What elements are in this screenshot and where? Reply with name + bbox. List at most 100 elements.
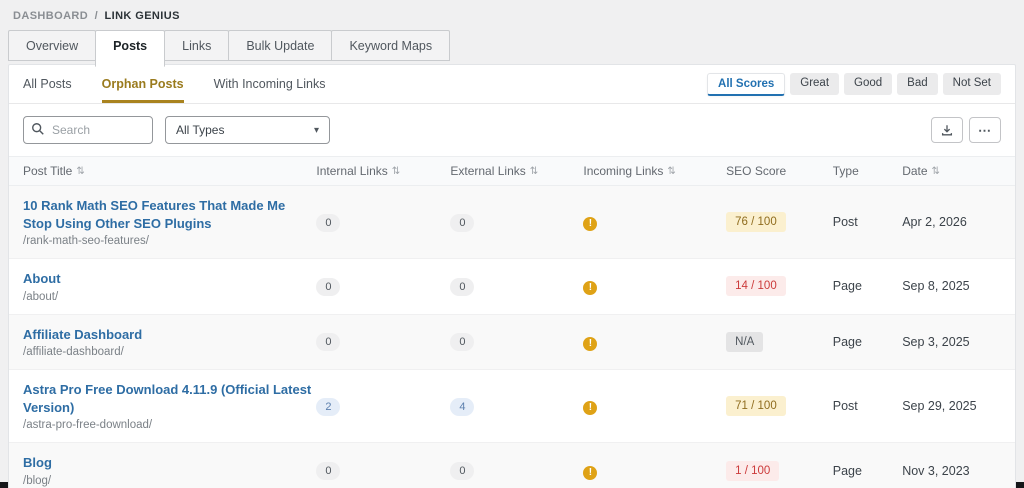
post-type: Page <box>832 334 862 349</box>
breadcrumb-section[interactable]: DASHBOARD <box>13 10 89 22</box>
main-tab[interactable]: Links <box>164 30 230 61</box>
main-tab-label: Links <box>182 39 212 53</box>
post-slug: /rank-math-seo-features/ <box>23 235 149 248</box>
post-title-link[interactable]: About <box>23 271 61 287</box>
post-date: Apr 2, 2026 <box>902 215 967 230</box>
post-slug: /astra-pro-free-download/ <box>23 419 153 432</box>
column-header-label: Post Title <box>23 164 73 178</box>
chevron-down-icon: ▾ <box>313 124 319 136</box>
table-row: 10 Rank Math SEO Features That Made Me S… <box>9 186 1015 260</box>
column-header-label: Type <box>832 164 859 178</box>
external-links-pill: 0 <box>450 213 475 232</box>
score-filter-chip[interactable]: Good <box>844 73 893 95</box>
internal-links-cell: 0 <box>316 461 450 481</box>
column-header[interactable]: Incoming Links ⇅ <box>583 164 726 178</box>
post-date: Sep 8, 2025 <box>902 279 970 294</box>
external-links-cell: 0 <box>450 461 583 481</box>
post-type: Post <box>832 215 858 230</box>
post-date: Nov 3, 2023 <box>902 463 970 478</box>
column-header[interactable]: Date ⇅ <box>902 164 1001 178</box>
external-links-cell: 0 <box>450 277 583 296</box>
post-type: Page <box>832 279 862 294</box>
subtab[interactable]: All Posts <box>23 65 72 103</box>
sort-icon: ⇅ <box>76 165 85 177</box>
sort-icon: ⇅ <box>529 165 539 177</box>
sort-icon: ⇅ <box>391 165 401 177</box>
external-links-cell: 4 <box>450 397 583 416</box>
seo-score-cell: 14 / 100 <box>726 276 833 297</box>
column-header-label: External Links <box>450 164 526 178</box>
table-header: Post Title ⇅ Internal Links ⇅ External L… <box>9 156 1015 186</box>
breadcrumb-separator: / <box>94 10 99 22</box>
subtab-label: Orphan Posts <box>101 77 184 91</box>
score-filter-label: All Scores <box>718 77 775 90</box>
external-links-pill: 4 <box>450 397 475 416</box>
download-icon <box>941 125 953 136</box>
column-header-label: Incoming Links <box>583 164 664 178</box>
internal-links-pill: 0 <box>316 333 341 352</box>
subtab[interactable]: With Incoming Links <box>214 65 326 103</box>
main-tab[interactable]: Bulk Update <box>228 30 333 61</box>
external-links-cell: 0 <box>450 332 583 352</box>
post-slug: /about/ <box>23 290 59 303</box>
internal-links-cell: 0 <box>316 213 450 232</box>
ellipsis-icon: ⋯ <box>978 122 992 138</box>
column-header[interactable]: Internal Links ⇅ <box>316 164 450 178</box>
column-header-label: Internal Links <box>316 164 388 178</box>
post-title-link[interactable]: Astra Pro Free Download 4.11.9 (Official… <box>23 382 312 415</box>
column-header[interactable]: Type <box>833 164 902 178</box>
incoming-links-cell: ! <box>583 213 726 232</box>
column-header[interactable]: SEO Score <box>726 164 833 178</box>
subtab-label: All Posts <box>23 77 72 91</box>
external-links-pill: 0 <box>450 333 475 352</box>
external-links-cell: 0 <box>450 213 583 232</box>
main-tabs: Overview Posts Links Bulk Update Keyword Map… <box>0 30 1024 67</box>
column-header[interactable]: Post Title ⇅ <box>23 164 316 178</box>
score-filter-chip[interactable]: Not Set <box>942 73 1001 95</box>
post-title-link[interactable]: Blog <box>23 455 52 471</box>
warning-icon: ! <box>583 281 598 296</box>
internal-links-pill: 0 <box>316 277 341 296</box>
more-options-button[interactable]: ⋯ <box>969 117 1001 143</box>
table-row: Astra Pro Free Download 4.11.9 (Official… <box>9 370 1015 444</box>
incoming-links-cell: ! <box>583 397 726 416</box>
internal-links-pill: 0 <box>316 213 341 232</box>
content-card: All Posts Orphan Posts With Incoming Links… <box>8 64 1016 488</box>
score-filter-chip[interactable]: Great <box>790 73 840 95</box>
post-title-cell: 10 Rank Math SEO Features That Made Me S… <box>23 197 316 247</box>
subtabs: All Posts Orphan Posts With Incoming Links <box>23 65 355 103</box>
main-tab[interactable]: Keyword Maps <box>331 30 451 61</box>
search-input[interactable] <box>23 116 153 144</box>
table-row: About /about/ 0 0 ! 14 / 100 Page Sep 8,… <box>9 259 1015 315</box>
seo-score-badge: 14 / 100 <box>726 276 786 297</box>
seo-score-cell: 71 / 100 <box>726 396 833 417</box>
seo-score-badge: 76 / 100 <box>726 212 786 233</box>
download-button[interactable] <box>931 117 963 143</box>
internal-links-pill: 0 <box>316 462 341 481</box>
breadcrumb: DASHBOARD / LINK GENIUS <box>0 0 1024 30</box>
post-slug: /blog/ <box>23 474 52 487</box>
main-tab[interactable]: Overview <box>8 30 97 61</box>
score-filter-chip[interactable]: Bad <box>897 73 938 95</box>
post-title-link[interactable]: Affiliate Dashboard <box>23 326 143 342</box>
filter-actions: ⋯ <box>931 117 1001 143</box>
score-filter-label: Not Set <box>952 77 991 89</box>
score-filter-chip[interactable]: All Scores <box>707 72 786 96</box>
internal-links-cell: 0 <box>316 277 450 296</box>
external-links-pill: 0 <box>450 277 475 296</box>
subtab[interactable]: Orphan Posts <box>101 65 184 103</box>
column-header[interactable]: External Links ⇅ <box>450 164 583 178</box>
post-title-cell: About /about/ <box>23 270 316 303</box>
table-row: Blog /blog/ 0 0 ! 1 / 100 Page Nov 3, 20… <box>9 443 1015 488</box>
type-dropdown[interactable]: All Types ▾ <box>165 116 330 144</box>
seo-score-cell: 1 / 100 <box>726 460 833 481</box>
sort-icon: ⇅ <box>931 165 940 177</box>
post-title-link[interactable]: 10 Rank Math SEO Features That Made Me S… <box>23 198 286 231</box>
search-icon <box>32 123 44 135</box>
main-tab-label: Keyword Maps <box>349 39 433 53</box>
posts-table: Post Title ⇅ Internal Links ⇅ External L… <box>9 156 1015 488</box>
post-slug: /affiliate-dashboard/ <box>23 346 124 359</box>
post-title-cell: Astra Pro Free Download 4.11.9 (Official… <box>23 381 316 431</box>
main-tab[interactable]: Posts <box>95 30 166 67</box>
main-tab-label: Posts <box>113 39 148 53</box>
